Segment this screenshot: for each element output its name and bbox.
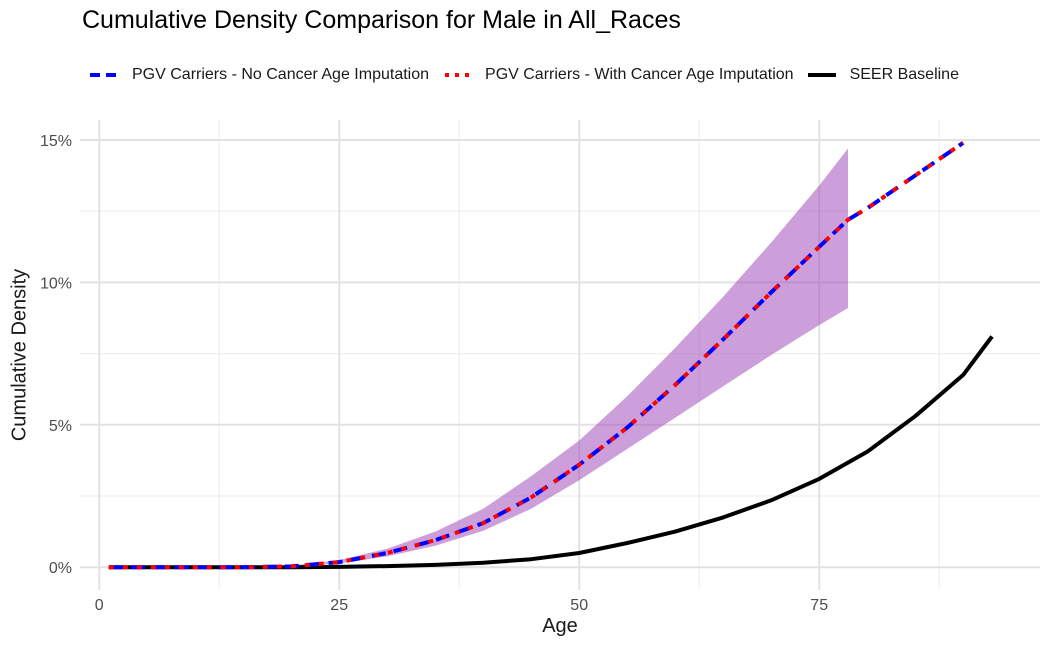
- x-tick-label: 25: [330, 597, 348, 614]
- confidence-ribbon: [291, 148, 848, 567]
- legend-key-solid-black: [807, 73, 836, 77]
- legend-item-no-imputation: PGV Carriers - No Cancer Age Imputation: [88, 65, 429, 85]
- legend-key-dotted-red: [445, 73, 472, 77]
- legend-label-no-imputation: PGV Carriers - No Cancer Age Imputation: [132, 66, 430, 83]
- series-line-with-imputation: [108, 141, 965, 570]
- y-tick-label: 5%: [49, 418, 72, 435]
- legend: PGV Carriers - No Cancer Age Imputation …: [88, 62, 971, 88]
- x-tick-label: 50: [570, 597, 588, 614]
- y-tick-label: 15%: [40, 133, 72, 150]
- y-axis-label: Cumulative Density: [8, 268, 31, 442]
- legend-item-seer: SEER Baseline: [806, 65, 959, 85]
- y-tick-label: 0%: [49, 560, 72, 577]
- x-tick-label: 75: [810, 597, 828, 614]
- chart-title: Cumulative Density Comparison for Male i…: [82, 6, 681, 34]
- x-axis-label: Age: [542, 615, 578, 637]
- series-line-seer-baseline: [108, 335, 994, 570]
- legend-item-with-imputation: PGV Carriers - With Cancer Age Imputatio…: [441, 65, 794, 85]
- legend-key-dashed-blue: [90, 73, 118, 77]
- y-tick-label: 10%: [40, 275, 72, 292]
- x-tick-label: 0: [95, 597, 104, 614]
- legend-label-with-imputation: PGV Carriers - With Cancer Age Imputatio…: [485, 66, 794, 83]
- legend-label-seer: SEER Baseline: [849, 66, 959, 83]
